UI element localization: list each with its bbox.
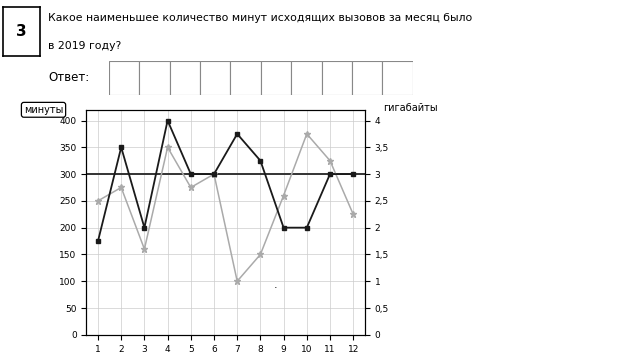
Text: в 2019 году?: в 2019 году? <box>48 41 121 51</box>
Bar <box>291 61 322 95</box>
Bar <box>200 61 230 95</box>
Bar <box>352 61 383 95</box>
Bar <box>383 61 413 95</box>
Text: гигабайты: гигабайты <box>383 103 437 113</box>
Bar <box>109 61 140 95</box>
Text: минуты: минуты <box>24 105 63 115</box>
Text: II ↑: II ↑ <box>579 340 597 350</box>
Bar <box>230 61 261 95</box>
Text: 3: 3 <box>17 24 27 39</box>
Bar <box>322 61 352 95</box>
Bar <box>140 61 170 95</box>
Text: Ответ:: Ответ: <box>48 71 89 84</box>
Bar <box>261 61 291 95</box>
Text: .: . <box>273 280 277 290</box>
Bar <box>170 61 200 95</box>
Text: Какое наименьшее количество минут исходящих вызовов за месяц было: Какое наименьшее количество минут исходя… <box>48 13 472 23</box>
